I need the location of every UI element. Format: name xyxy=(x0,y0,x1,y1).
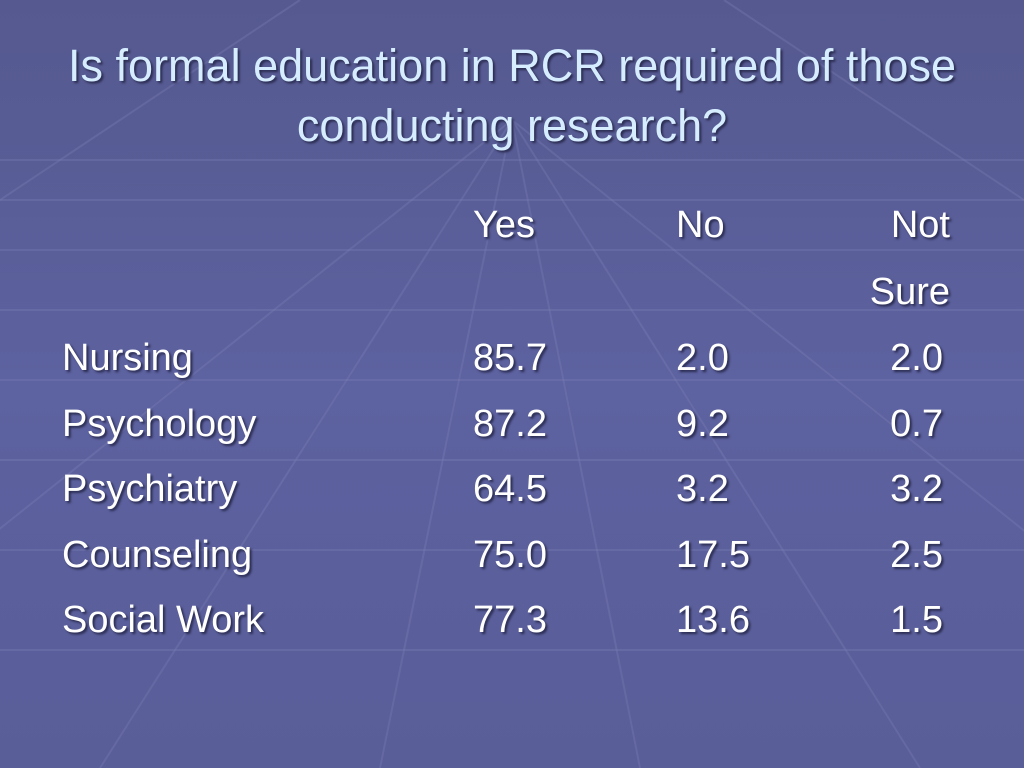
table-cell: 0.7 xyxy=(890,402,943,445)
table-cell: 2.0 xyxy=(890,337,943,379)
row-label: Social Work xyxy=(62,599,265,641)
row-label: Nursing xyxy=(62,337,193,379)
table-cell: 17.5 xyxy=(676,533,750,576)
column-header: No xyxy=(676,204,725,246)
table-cell: 1.5 xyxy=(890,599,943,641)
table-cell: 85.7 xyxy=(473,337,547,379)
slide-title: Is formal education in RCR required of t… xyxy=(68,40,956,151)
row-label: Psychiatry xyxy=(62,468,238,510)
table-cell: 13.6 xyxy=(676,599,750,641)
table-cell: 77.3 xyxy=(473,599,547,641)
table-cell: 3.2 xyxy=(890,468,943,510)
table-cell: 3.2 xyxy=(676,468,729,510)
table-cell: 9.2 xyxy=(676,402,729,445)
table-cell: 64.5 xyxy=(473,468,547,510)
column-header: Not Sure xyxy=(869,204,950,313)
table-cell: 2.0 xyxy=(676,337,729,379)
table-cell: 75.0 xyxy=(473,533,547,576)
table-cell: 2.5 xyxy=(890,533,943,576)
row-label: Counseling xyxy=(62,533,253,576)
table-cell: 87.2 xyxy=(473,402,547,445)
column-header: Yes xyxy=(473,204,535,246)
row-label: Psychology xyxy=(62,402,257,445)
